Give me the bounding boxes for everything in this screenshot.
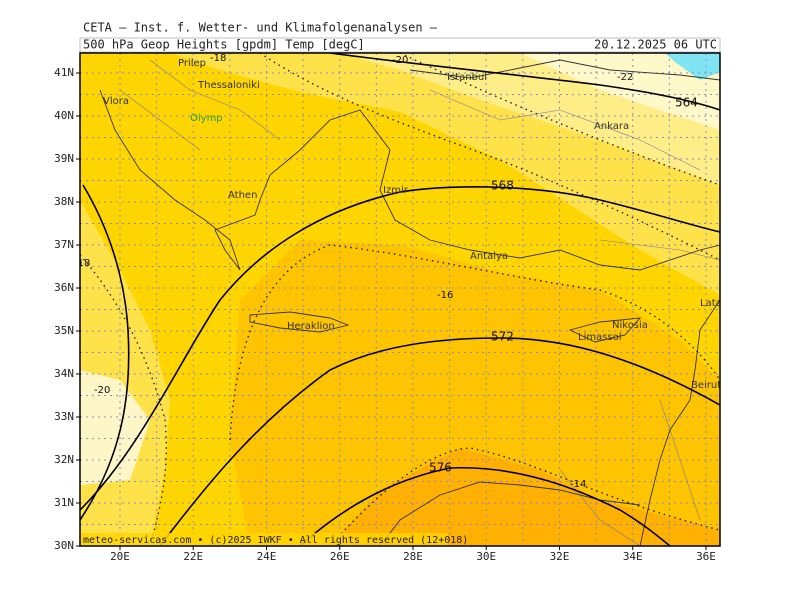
source-title: CETA — Inst. f. Wetter- und Klimafolgena… bbox=[83, 21, 438, 35]
temp-contour bbox=[329, 447, 720, 546]
lat-label: 30N bbox=[54, 539, 74, 552]
lat-label: 37N bbox=[54, 238, 74, 251]
temp-contour bbox=[229, 244, 720, 441]
footer: meteo-servicas.com • (c)2025 IWKF • All … bbox=[83, 535, 468, 546]
lon-label: 26E bbox=[330, 550, 350, 563]
map-area: Prilep Thessaloniki Vlora Olymp Athen Izmir Is… bbox=[74, 53, 736, 546]
border bbox=[119, 59, 720, 546]
temp-contour bbox=[80, 254, 168, 546]
field-title: 500 hPa Geop Heights [gpdm] Temp [degC] bbox=[83, 38, 365, 52]
lon-label: 28E bbox=[403, 550, 423, 563]
lat-label: 38N bbox=[54, 195, 74, 208]
place-label: Antalya bbox=[470, 251, 508, 262]
shade bbox=[80, 370, 150, 485]
temp-label: -14 bbox=[570, 479, 586, 490]
place-label: Prilep bbox=[178, 58, 206, 69]
lat-label: 41N bbox=[54, 66, 74, 79]
height-contour bbox=[159, 337, 720, 546]
lat-label: 32N bbox=[54, 453, 74, 466]
lon-label: 20E bbox=[110, 550, 130, 563]
temp-label: -22 bbox=[617, 72, 633, 83]
lat-label: 34N bbox=[54, 367, 74, 380]
place-label: Beirut bbox=[691, 380, 721, 391]
place-label: Istanbul bbox=[447, 72, 487, 83]
place-label: Olymp bbox=[190, 113, 223, 124]
temp-label: -16 bbox=[437, 290, 453, 301]
height-contour bbox=[80, 186, 720, 511]
subtitle-box bbox=[79, 37, 721, 53]
lon-label: 36E bbox=[696, 550, 716, 563]
lon-label: 34E bbox=[623, 550, 643, 563]
temp-label: -20 bbox=[392, 55, 408, 66]
footer-box bbox=[80, 533, 448, 546]
island bbox=[568, 317, 642, 343]
temp-label: -18 bbox=[210, 53, 226, 64]
temp-contour bbox=[399, 53, 720, 186]
temp-label: -20 bbox=[94, 385, 110, 396]
lat-label: 35N bbox=[54, 324, 74, 337]
lon-label: 32E bbox=[550, 550, 570, 563]
height-label: 576 bbox=[429, 461, 452, 475]
height-label: 568 bbox=[491, 179, 514, 193]
shade bbox=[520, 53, 720, 130]
shade bbox=[330, 448, 720, 546]
lon-label: 22E bbox=[183, 550, 203, 563]
coastline bbox=[409, 59, 720, 81]
lat-label: 33N bbox=[54, 410, 74, 423]
height-label: 572 bbox=[491, 330, 514, 344]
place-label: Athen bbox=[228, 190, 257, 201]
lon-label: 24E bbox=[257, 550, 277, 563]
temp-label: -18 bbox=[74, 258, 90, 269]
lon-label: 30E bbox=[476, 550, 496, 563]
place-label: Ankara bbox=[594, 121, 629, 132]
place-label: Izmir bbox=[383, 185, 409, 196]
height-contour bbox=[329, 53, 720, 111]
lat-label: 39N bbox=[54, 152, 74, 165]
shade bbox=[230, 240, 720, 546]
height-label: 564 bbox=[675, 96, 698, 110]
height-contour bbox=[80, 184, 130, 521]
island bbox=[249, 311, 350, 333]
coastline bbox=[99, 89, 720, 271]
place-label: Limassol bbox=[578, 332, 622, 343]
lat-label: 40N bbox=[54, 109, 74, 122]
map-frame bbox=[79, 52, 721, 547]
valid-time: 20.12.2025 06 UTC bbox=[594, 38, 717, 52]
lat-label: 36N bbox=[54, 281, 74, 294]
place-label: Heraklion bbox=[287, 321, 335, 332]
place-label: Nikosia bbox=[612, 320, 648, 331]
place-label: Thessaloniki bbox=[197, 80, 260, 91]
height-contour bbox=[299, 466, 671, 546]
place-label: Latakia bbox=[700, 298, 736, 309]
place-label: Vlora bbox=[103, 96, 129, 107]
lat-label: 31N bbox=[54, 496, 74, 509]
